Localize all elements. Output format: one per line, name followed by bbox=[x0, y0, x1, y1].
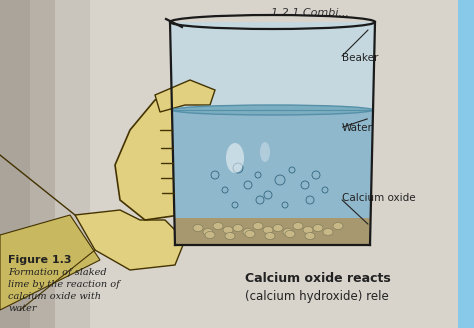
Polygon shape bbox=[172, 110, 373, 218]
FancyBboxPatch shape bbox=[30, 0, 90, 328]
Ellipse shape bbox=[333, 222, 343, 230]
Ellipse shape bbox=[313, 224, 323, 232]
Ellipse shape bbox=[226, 143, 244, 173]
Ellipse shape bbox=[243, 229, 253, 236]
Ellipse shape bbox=[293, 222, 303, 230]
Ellipse shape bbox=[305, 233, 315, 239]
Polygon shape bbox=[0, 215, 100, 310]
Text: Water: Water bbox=[342, 123, 373, 133]
Ellipse shape bbox=[203, 229, 213, 236]
Text: calcium oxide with: calcium oxide with bbox=[8, 292, 101, 301]
Ellipse shape bbox=[265, 233, 275, 239]
Text: water: water bbox=[8, 304, 36, 313]
Ellipse shape bbox=[205, 232, 215, 238]
Ellipse shape bbox=[225, 233, 235, 239]
Ellipse shape bbox=[223, 227, 233, 234]
Ellipse shape bbox=[263, 227, 273, 234]
Text: Figure 1.3: Figure 1.3 bbox=[8, 255, 72, 265]
Ellipse shape bbox=[253, 222, 263, 230]
Text: (calcium hydroxide) rele: (calcium hydroxide) rele bbox=[245, 290, 389, 303]
Ellipse shape bbox=[283, 229, 293, 236]
Ellipse shape bbox=[172, 105, 373, 115]
Polygon shape bbox=[170, 22, 375, 110]
FancyBboxPatch shape bbox=[458, 0, 474, 328]
Text: 1.2.1 Combi...: 1.2.1 Combi... bbox=[271, 8, 349, 18]
Polygon shape bbox=[174, 218, 371, 245]
Ellipse shape bbox=[273, 224, 283, 232]
Ellipse shape bbox=[193, 224, 203, 232]
Text: Calcium oxide: Calcium oxide bbox=[342, 193, 416, 203]
Polygon shape bbox=[75, 210, 185, 270]
Ellipse shape bbox=[245, 231, 255, 237]
Ellipse shape bbox=[303, 227, 313, 234]
Ellipse shape bbox=[260, 142, 270, 162]
Text: Calcium oxide reacts: Calcium oxide reacts bbox=[245, 272, 391, 285]
Polygon shape bbox=[115, 95, 210, 220]
Ellipse shape bbox=[233, 224, 243, 232]
Polygon shape bbox=[155, 80, 215, 112]
Ellipse shape bbox=[323, 229, 333, 236]
FancyBboxPatch shape bbox=[0, 0, 55, 328]
Text: lime by the reaction of: lime by the reaction of bbox=[8, 280, 120, 289]
Ellipse shape bbox=[285, 231, 295, 237]
Ellipse shape bbox=[213, 222, 223, 230]
Text: Beaker: Beaker bbox=[342, 53, 378, 63]
Text: Formation of slaked: Formation of slaked bbox=[8, 268, 107, 277]
